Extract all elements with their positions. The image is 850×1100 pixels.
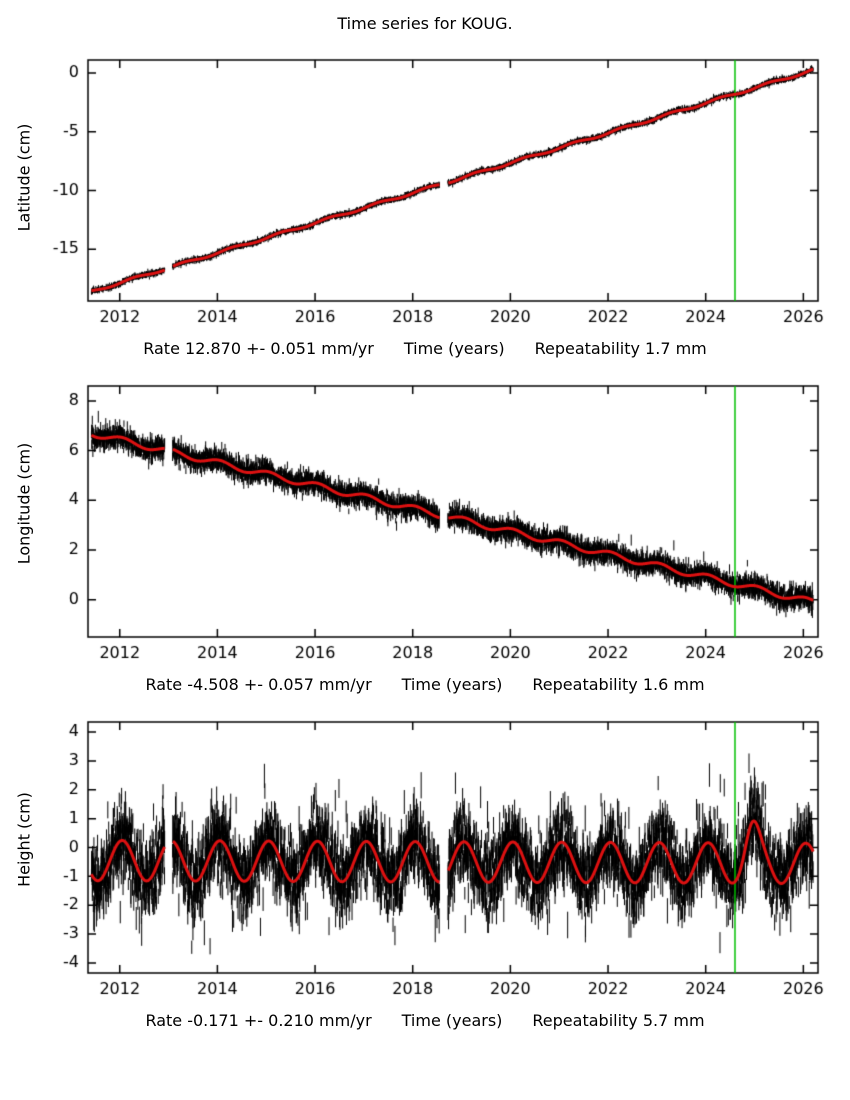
height-panel: Height (cm) Rate -0.171 +- 0.210 mm/yr T… [0,708,850,1034]
longitude-repeatability-label: Repeatability 1.6 mm [532,674,705,694]
latitude-repeatability-label: Repeatability 1.7 mm [534,338,707,358]
height-caption: Rate -0.171 +- 0.210 mm/yr Time (years) … [0,1006,850,1034]
height-x-axis-label: Time (years) [401,1010,503,1030]
longitude-rate-label: Rate -4.508 +- 0.057 mm/yr [145,674,372,694]
latitude-plot-canvas [0,46,850,336]
longitude-panel: Longitude (cm) Rate -4.508 +- 0.057 mm/y… [0,372,850,698]
chart-title: Time series for KOUG. [337,14,513,33]
longitude-caption: Rate -4.508 +- 0.057 mm/yr Time (years) … [0,670,850,698]
height-plot-canvas [0,708,850,1008]
latitude-caption: Rate 12.870 +- 0.051 mm/yr Time (years) … [0,334,850,362]
latitude-panel: Latitude (cm) Rate 12.870 +- 0.051 mm/yr… [0,46,850,362]
longitude-plot-canvas [0,372,850,672]
latitude-rate-label: Rate 12.870 +- 0.051 mm/yr [143,338,374,358]
height-rate-label: Rate -0.171 +- 0.210 mm/yr [145,1010,372,1030]
latitude-x-axis-label: Time (years) [403,338,505,358]
longitude-x-axis-label: Time (years) [401,674,503,694]
height-repeatability-label: Repeatability 5.7 mm [532,1010,705,1030]
